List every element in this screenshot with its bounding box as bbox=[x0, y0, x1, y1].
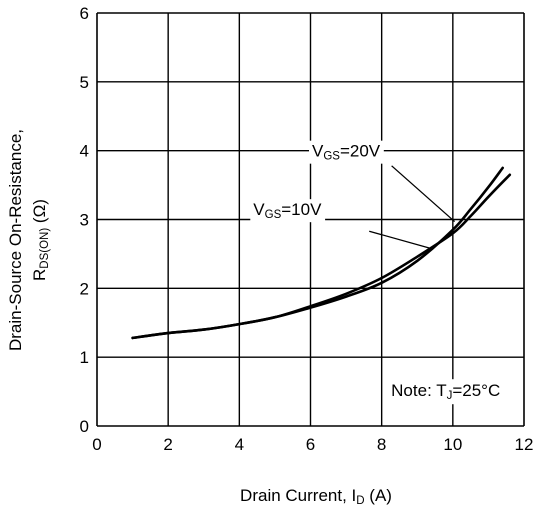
y-axis-label-line1: Drain-Source On-Resistance, bbox=[6, 129, 25, 351]
y-tick-label: 2 bbox=[80, 279, 89, 298]
x-tick-label: 8 bbox=[377, 435, 386, 454]
y-tick-label: 6 bbox=[80, 4, 89, 23]
y-tick-label: 3 bbox=[80, 211, 89, 230]
y-tick-label: 1 bbox=[80, 348, 89, 367]
y-tick-label: 0 bbox=[80, 417, 89, 436]
series-line-vgs10 bbox=[131, 173, 512, 340]
series-label-vgs10: VGS=10V bbox=[253, 200, 322, 221]
x-tick-label: 10 bbox=[443, 435, 462, 454]
note-annotation: Note: TJ=25°C bbox=[391, 381, 500, 402]
x-tick-label: 4 bbox=[235, 435, 244, 454]
leader-line-vgs10 bbox=[369, 230, 434, 250]
y-tick-label: 4 bbox=[80, 142, 89, 161]
y-axis-label-line2: RDS(ON) (Ω) bbox=[30, 199, 51, 281]
x-tick-label: 2 bbox=[163, 435, 172, 454]
leader-line-vgs20 bbox=[391, 165, 456, 223]
x-tick-label: 12 bbox=[515, 435, 534, 454]
series-label-background-vgs20 bbox=[309, 140, 384, 164]
series-label-background-vgs10 bbox=[250, 199, 326, 223]
x-axis-label: Drain Current, ID (A) bbox=[240, 486, 392, 507]
x-tick-label: 0 bbox=[92, 435, 101, 454]
leader-lines bbox=[369, 165, 456, 250]
note-background bbox=[387, 379, 505, 405]
y-tick-label: 5 bbox=[80, 73, 89, 92]
series-layer bbox=[131, 166, 512, 340]
x-tick-label: 6 bbox=[306, 435, 315, 454]
series-label-vgs20: VGS=20V bbox=[312, 142, 381, 163]
